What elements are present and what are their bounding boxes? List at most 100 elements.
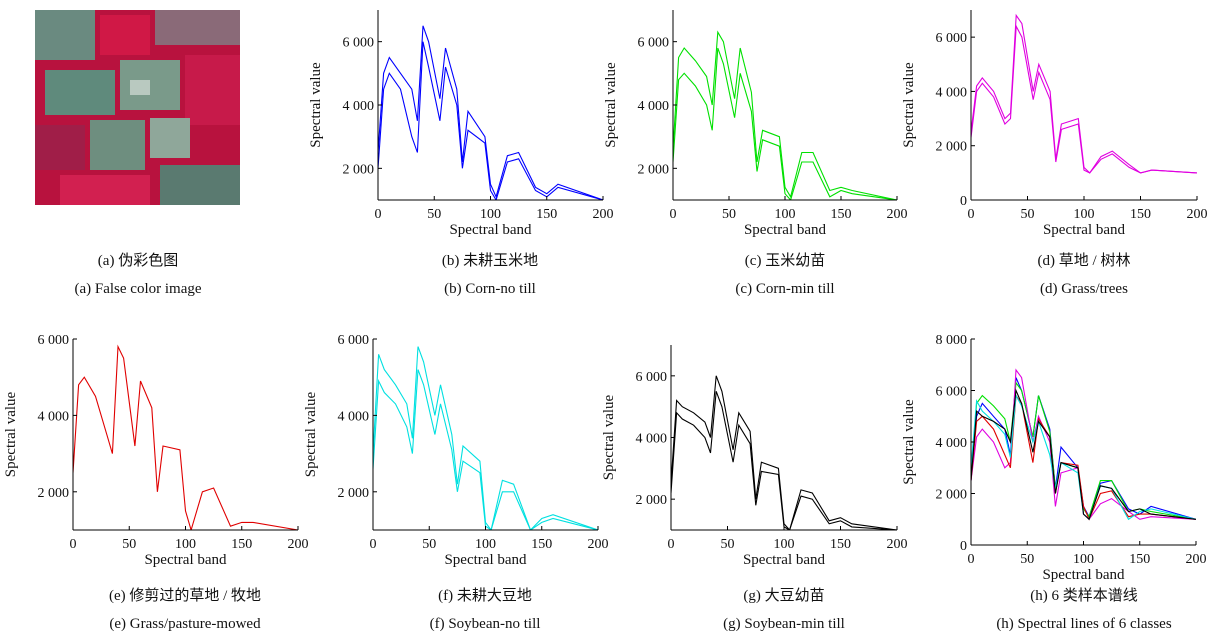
y-tick-label: 4 000: [638, 99, 670, 114]
x-tick-label: 150: [231, 537, 252, 552]
x-tick-label: 100: [175, 537, 196, 552]
x-tick-label: 50: [122, 537, 136, 552]
y-tick-label: 6 000: [343, 36, 375, 51]
caption-en: (g) Soybean-min till: [723, 616, 845, 632]
spectral-line: [373, 346, 598, 530]
x-tick-label: 100: [774, 537, 795, 552]
x-tick-label: 100: [475, 537, 496, 552]
x-axis-label: Spectral band: [743, 552, 826, 568]
x-tick-label: 50: [721, 537, 735, 552]
y-axis-label: Spectral value: [901, 62, 917, 148]
spectral-line: [73, 344, 298, 530]
spectral-line: [673, 47, 897, 200]
caption-zh: (h) 6 类样本谱线: [1030, 587, 1138, 604]
caption-en: (b) Corn-no till: [444, 281, 536, 297]
y-axis-label: Spectral value: [601, 394, 617, 480]
y-axis-label: Spectral value: [901, 399, 917, 485]
spectral-line: [378, 25, 603, 200]
x-tick-label: 50: [422, 537, 436, 552]
y-tick-label: 4 000: [343, 99, 375, 114]
y-tick-label: 4 000: [38, 409, 70, 424]
y-axis-label: Spectral value: [303, 391, 319, 477]
y-tick-label: 4 000: [636, 432, 668, 447]
y-tick-label: 4 000: [936, 436, 968, 451]
x-tick-label: 0: [968, 207, 975, 222]
x-tick-label: 0: [375, 207, 382, 222]
caption-en: (c) Corn-min till: [735, 281, 834, 297]
x-axis-label: Spectral band: [449, 222, 532, 238]
y-tick-label: 2 000: [38, 486, 70, 501]
x-tick-label: 150: [1129, 552, 1150, 567]
x-tick-label: 200: [887, 537, 908, 552]
caption-en: (f) Soybean-no till: [430, 616, 541, 632]
x-tick-label: 50: [1021, 207, 1035, 222]
x-tick-label: 50: [722, 207, 736, 222]
x-tick-label: 100: [1074, 207, 1095, 222]
x-tick-label: 0: [70, 537, 77, 552]
y-tick-label: 2 000: [343, 162, 375, 177]
y-tick-label: 6 000: [936, 31, 968, 46]
x-axis-label: Spectral band: [144, 552, 227, 568]
y-tick-label: 4 000: [936, 85, 968, 100]
x-tick-label: 150: [830, 537, 851, 552]
x-tick-label: 0: [668, 537, 675, 552]
caption-en: (d) Grass/trees: [1040, 281, 1128, 297]
spectral-line: [971, 381, 1196, 520]
x-axis-label: Spectral band: [744, 222, 827, 238]
spectral-line: [671, 391, 897, 530]
y-tick-label: 2 000: [636, 493, 668, 508]
y-tick-label: 6 000: [38, 333, 70, 348]
y-tick-label: 6 000: [338, 333, 370, 348]
x-tick-label: 150: [1130, 207, 1151, 222]
x-tick-label: 0: [968, 552, 975, 567]
x-tick-label: 50: [1020, 552, 1034, 567]
x-tick-label: 200: [593, 207, 614, 222]
y-tick-label: 2 000: [936, 140, 968, 155]
caption-zh: (c) 玉米幼苗: [745, 252, 825, 269]
spectral-line: [971, 368, 1196, 521]
x-tick-label: 100: [775, 207, 796, 222]
caption-zh: (b) 未耕玉米地: [442, 251, 538, 269]
spectral-line: [971, 394, 1196, 521]
x-tick-label: 150: [531, 537, 552, 552]
y-axis-label: Spectral value: [603, 62, 619, 148]
y-tick-label: 0: [960, 194, 967, 209]
x-tick-label: 150: [831, 207, 852, 222]
plot-lines: [373, 346, 598, 530]
x-axis-label: Spectral band: [1042, 567, 1125, 583]
caption-en: (e) Grass/pasture-mowed: [109, 616, 261, 632]
spectral-line: [971, 13, 1197, 174]
x-tick-label: 200: [1186, 552, 1207, 567]
x-tick-label: 0: [670, 207, 677, 222]
plot-lines: [971, 368, 1196, 521]
x-tick-label: 0: [370, 537, 377, 552]
y-tick-label: 0: [960, 539, 967, 554]
y-tick-label: 8 000: [936, 333, 968, 348]
y-tick-label: 6 000: [636, 370, 668, 385]
y-tick-label: 6 000: [638, 36, 670, 51]
false-color-image: [35, 10, 240, 205]
x-tick-label: 200: [1187, 207, 1208, 222]
y-tick-label: 4 000: [338, 409, 370, 424]
x-tick-label: 100: [480, 207, 501, 222]
y-axis-label: Spectral value: [3, 391, 19, 477]
y-tick-label: 2 000: [936, 488, 968, 503]
spectral-line: [971, 377, 1196, 520]
y-tick-label: 2 000: [638, 162, 670, 177]
plot-lines: [73, 344, 298, 530]
y-tick-label: 2 000: [338, 486, 370, 501]
caption-en: (a) False color image: [74, 281, 201, 297]
caption-zh: (e) 修剪过的草地 / 牧地: [109, 587, 261, 604]
x-axis-label: Spectral band: [1043, 222, 1126, 238]
caption-en: (h) Spectral lines of 6 classes: [996, 616, 1172, 632]
spectral-line: [971, 393, 1196, 521]
plot-lines: [671, 375, 897, 530]
x-tick-label: 200: [887, 207, 908, 222]
spectral-line: [378, 41, 603, 200]
caption-zh: (g) 大豆幼苗: [743, 587, 824, 604]
x-tick-label: 100: [1073, 552, 1094, 567]
x-tick-label: 200: [288, 537, 309, 552]
x-tick-label: 200: [588, 537, 609, 552]
x-tick-label: 150: [536, 207, 557, 222]
